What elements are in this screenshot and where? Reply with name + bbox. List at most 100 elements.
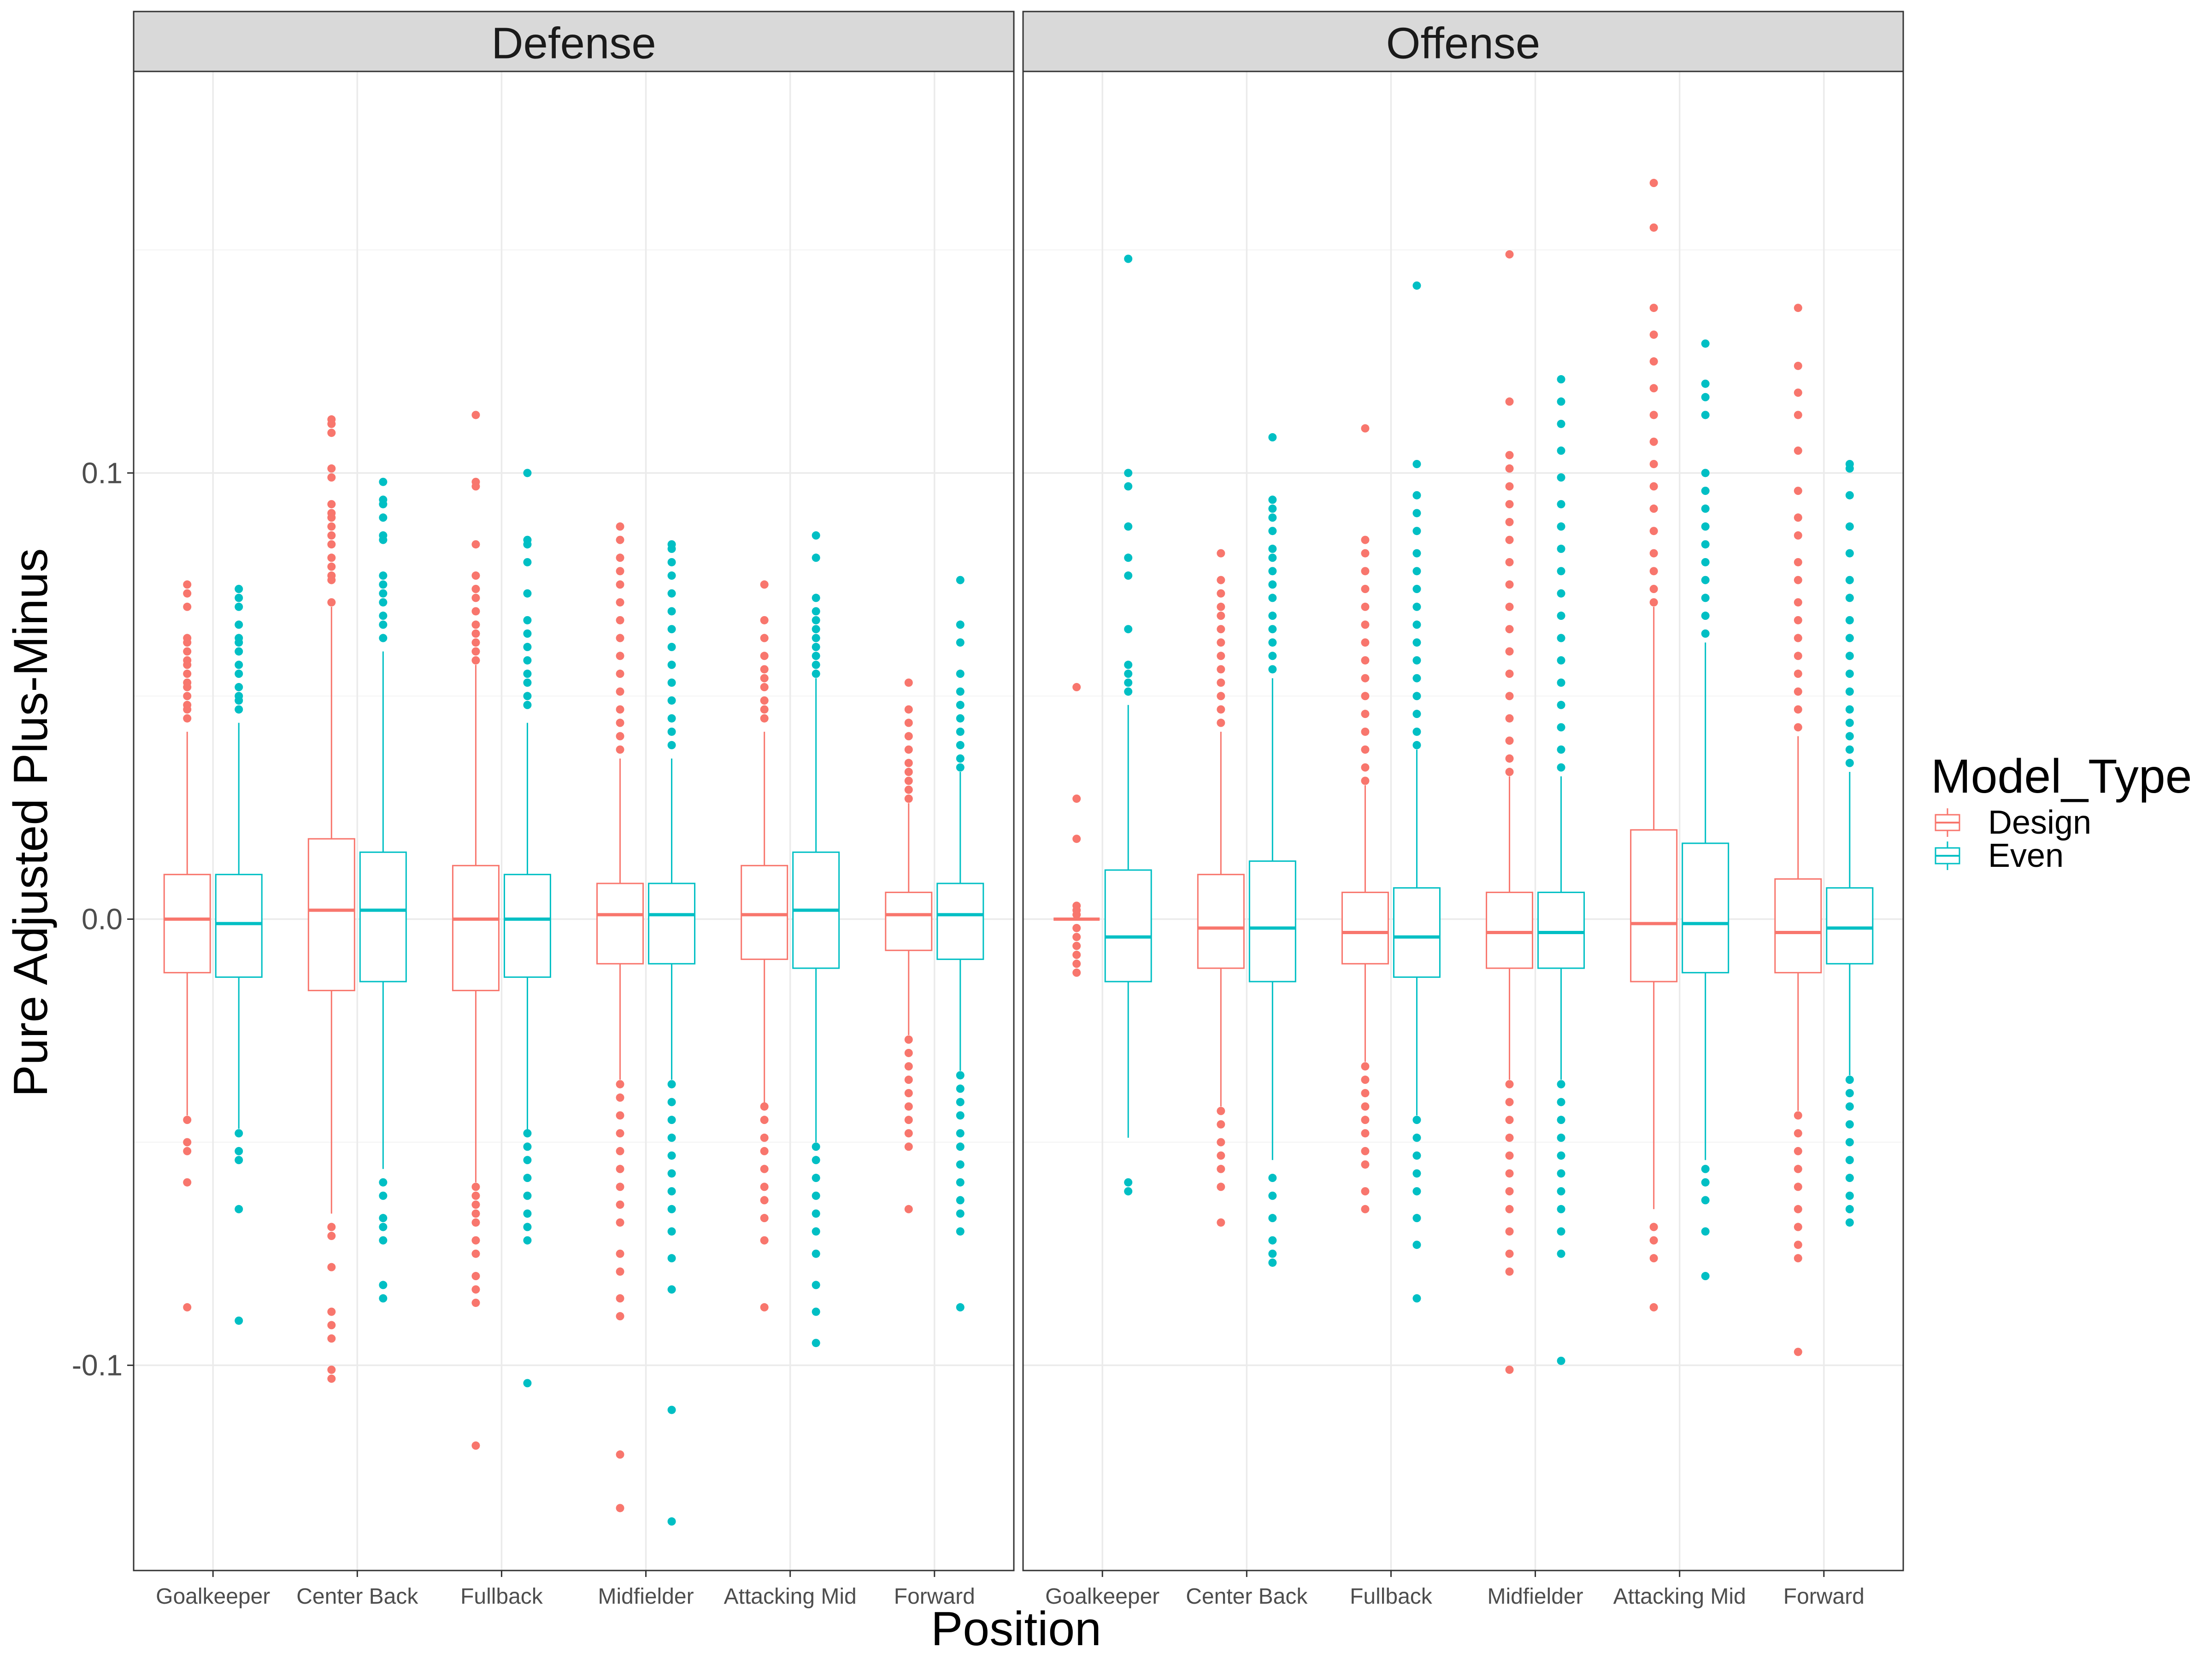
box-iqr	[648, 882, 696, 965]
outlier-point	[1845, 594, 1854, 602]
outlier-point	[1268, 612, 1277, 620]
outlier-point	[1557, 1169, 1565, 1178]
outlier-point	[1361, 567, 1370, 576]
outlier-point	[812, 625, 820, 634]
box-iqr	[452, 865, 500, 991]
outlier-point	[1361, 1102, 1370, 1111]
outlier-point	[1505, 1169, 1514, 1178]
outlier-point	[760, 616, 769, 624]
outlier-point	[1217, 718, 1225, 727]
outlier-point	[1124, 625, 1133, 634]
outlier-point	[379, 513, 388, 522]
outlier-point	[1794, 616, 1802, 624]
outlier-point	[1505, 464, 1514, 473]
outlier-point	[616, 553, 624, 562]
outlier-point	[1072, 968, 1081, 977]
outlier-point	[1217, 589, 1225, 598]
outlier-point	[812, 1339, 820, 1347]
outlier-point	[1412, 281, 1421, 290]
box-iqr	[503, 874, 551, 978]
outlier-point	[616, 745, 624, 754]
outlier-point	[1557, 1249, 1565, 1258]
x-tick-label: Attacking Mid	[1613, 1584, 1746, 1609]
outlier-point	[1361, 777, 1370, 785]
outlier-point	[667, 1116, 676, 1124]
outlier-point	[327, 598, 336, 607]
outlier-point	[616, 718, 624, 727]
outlier-point	[183, 670, 192, 678]
outlier-point	[616, 1294, 624, 1303]
outlier-point	[1505, 1267, 1514, 1276]
outlier-point	[616, 732, 624, 741]
outlier-point	[760, 1182, 769, 1191]
x-tick-label: Center Back	[296, 1584, 418, 1609]
box-iqr	[1774, 878, 1822, 974]
outlier-point	[1649, 598, 1658, 607]
outlier-point	[523, 1236, 532, 1245]
outlier-point	[1505, 580, 1514, 589]
outlier-point	[379, 571, 388, 580]
outlier-point	[1412, 1133, 1421, 1142]
outlier-point	[1505, 518, 1514, 526]
outlier-point	[667, 1187, 676, 1196]
outlier-point	[235, 1129, 243, 1138]
outlier-point	[1557, 522, 1565, 531]
outlier-point	[1845, 1156, 1854, 1165]
outlier-point	[904, 759, 913, 767]
outlier-point	[379, 1178, 388, 1187]
outlier-point	[327, 500, 336, 509]
outlier-point	[1412, 1169, 1421, 1178]
box-goalkeeper-even	[215, 585, 263, 1325]
outlier-point	[616, 1267, 624, 1276]
outlier-point	[1794, 531, 1802, 540]
box-iqr	[307, 838, 355, 991]
outlier-point	[1649, 459, 1658, 468]
outlier-point	[1412, 741, 1421, 749]
outlier-point	[1845, 1138, 1854, 1147]
outlier-point	[1412, 491, 1421, 500]
outlier-point	[379, 477, 388, 486]
outlier-point	[523, 1209, 532, 1218]
outlier-point	[1217, 602, 1225, 611]
outlier-point	[379, 1223, 388, 1231]
y-axis-title: Pure Adjusted Plus-Minus	[4, 548, 58, 1097]
outlier-point	[379, 1281, 388, 1289]
outlier-point	[1701, 339, 1710, 348]
outlier-point	[1268, 1214, 1277, 1223]
outlier-point	[1794, 723, 1802, 732]
outlier-point	[471, 1249, 480, 1258]
box-forward-even	[936, 576, 984, 1312]
outlier-point	[1557, 745, 1565, 754]
outlier-point	[760, 1102, 769, 1111]
outlier-point	[183, 1178, 192, 1187]
outlier-point	[1701, 1196, 1710, 1205]
outlier-point	[616, 1249, 624, 1258]
outlier-point	[667, 607, 676, 616]
outlier-point	[1845, 1089, 1854, 1098]
outlier-point	[1649, 384, 1658, 393]
outlier-point	[1649, 482, 1658, 491]
outlier-point	[1845, 652, 1854, 660]
outlier-point	[235, 1205, 243, 1213]
outlier-point	[1412, 674, 1421, 682]
outlier-point	[1794, 304, 1802, 312]
outlier-point	[1794, 1347, 1802, 1356]
outlier-point	[471, 647, 480, 656]
outlier-point	[956, 576, 965, 584]
outlier-point	[327, 429, 336, 437]
y-tick-label: 0.0	[82, 902, 123, 935]
outlier-point	[1361, 727, 1370, 736]
strip-offense	[1022, 11, 1904, 72]
outlier-point	[1268, 594, 1277, 602]
outlier-point	[1845, 670, 1854, 678]
outlier-point	[1217, 1106, 1225, 1115]
outlier-point	[956, 763, 965, 772]
outlier-point	[667, 642, 676, 651]
outlier-point	[1412, 1116, 1421, 1124]
box-attacking-mid-even	[792, 531, 840, 1347]
outlier-point	[1794, 1111, 1802, 1120]
outlier-point	[1845, 634, 1854, 642]
outlier-point	[616, 1200, 624, 1209]
outlier-point	[812, 607, 820, 616]
outlier-point	[616, 522, 624, 531]
